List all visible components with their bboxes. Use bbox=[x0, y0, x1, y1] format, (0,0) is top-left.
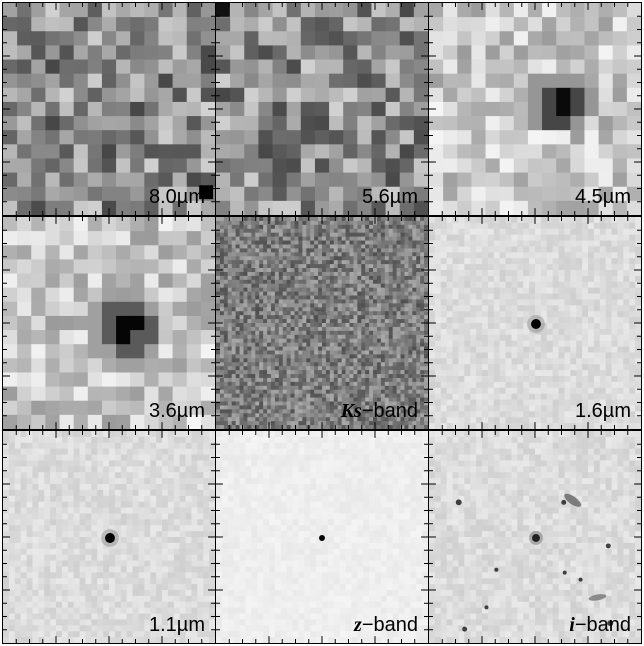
panel-image bbox=[216, 3, 428, 215]
panel-image bbox=[216, 431, 428, 643]
panel-image bbox=[3, 3, 215, 215]
panel-image bbox=[429, 3, 641, 215]
band-label: Ks−band bbox=[340, 400, 418, 422]
panel-image bbox=[3, 217, 215, 429]
panel-image bbox=[429, 431, 641, 643]
band-label: z−band bbox=[354, 614, 418, 636]
band-label: i−band bbox=[569, 614, 631, 636]
panel-i-band: i−band bbox=[428, 430, 642, 644]
band-label: 5.6µm bbox=[362, 186, 418, 208]
band-label: 1.1µm bbox=[149, 614, 205, 636]
panel-5-6um: 5.6µm bbox=[215, 2, 429, 216]
band-label: 3.6µm bbox=[149, 400, 205, 422]
panel-z-band: z−band bbox=[215, 430, 429, 644]
panel-4-5um: 4.5µm bbox=[428, 2, 642, 216]
panel-8-0um: 8.0µm bbox=[2, 2, 216, 216]
band-label: 8.0µm bbox=[149, 186, 205, 208]
band-label: 4.5µm bbox=[575, 186, 631, 208]
panel-image bbox=[429, 217, 641, 429]
panel-image bbox=[216, 217, 428, 429]
panel-1-6um: 1.6µm bbox=[428, 216, 642, 430]
panel-ks-band: Ks−band bbox=[215, 216, 429, 430]
band-label: 1.6µm bbox=[575, 400, 631, 422]
panel-1-1um: 1.1µm bbox=[2, 430, 216, 644]
panel-image bbox=[3, 431, 215, 643]
panel-3-6um: 3.6µm bbox=[2, 216, 216, 430]
